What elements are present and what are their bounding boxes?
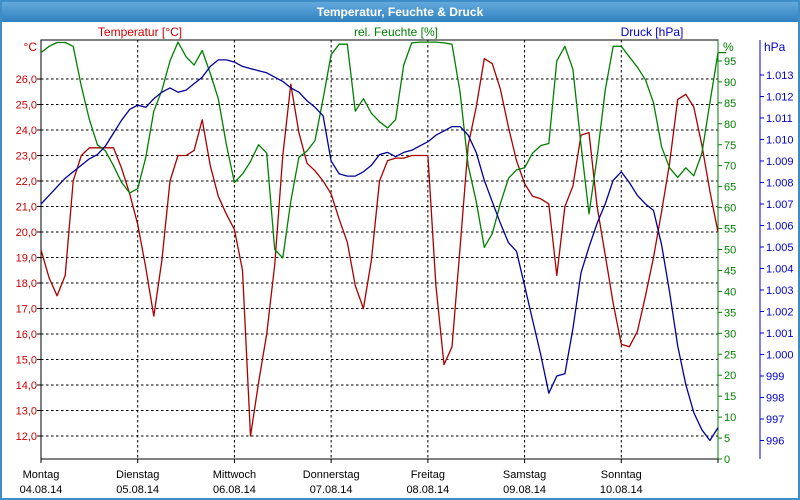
pressure-tick-label: 999: [766, 371, 784, 383]
window-title: Temperatur, Feuchte & Druck: [316, 5, 484, 19]
day-date-label: 10.08.14: [600, 484, 643, 496]
day-name-label: Donnerstag: [303, 469, 360, 481]
day-date-label: 05.08.14: [116, 484, 159, 496]
pressure-tick-label: 1.000: [766, 350, 794, 362]
humidity-tick-label: 55: [724, 224, 736, 236]
humidity-tick-label: 20: [724, 370, 736, 382]
pressure-unit-label: hPa: [764, 40, 786, 54]
humidity-tick-label: 10: [724, 412, 736, 424]
temperature-tick-label: 18,0: [16, 278, 37, 290]
humidity-tick-label: 70: [724, 161, 736, 173]
humidity-tick-label: 5: [724, 433, 730, 445]
humidity-tick-label: 65: [724, 182, 736, 194]
humidity-tick-label: 30: [724, 328, 736, 340]
day-date-label: 08.08.14: [406, 484, 449, 496]
pressure-tick-label: 998: [766, 393, 784, 405]
humidity-axis-title: rel. Feuchte [%]: [354, 25, 438, 39]
day-date-label: 04.08.14: [20, 484, 63, 496]
pressure-tick-label: 1.004: [766, 264, 794, 276]
humidity-tick-label: 85: [724, 98, 736, 110]
pressure-tick-label: 1.007: [766, 199, 794, 211]
day-name-label: Samstag: [503, 469, 546, 481]
temperature-tick-label: 14,0: [16, 380, 37, 392]
temperature-tick-label: 20,0: [16, 227, 37, 239]
pressure-tick-label: 1.011: [766, 113, 793, 125]
temperature-tick-label: 24,0: [16, 125, 37, 137]
pressure-tick-label: 1.003: [766, 285, 794, 297]
temperature-tick-label: 26,0: [16, 74, 37, 86]
day-name-label: Sonntag: [601, 469, 642, 481]
title-bar: Temperatur, Feuchte & Druck: [2, 2, 798, 23]
humidity-tick-label: 40: [724, 286, 736, 298]
humidity-tick-label: 80: [724, 119, 736, 131]
temperature-tick-label: 21,0: [16, 202, 37, 214]
humidity-tick-label: 60: [724, 203, 736, 215]
humidity-tick-label: 75: [724, 140, 736, 152]
pressure-tick-label: 996: [766, 436, 784, 448]
humidity-tick-label: 90: [724, 77, 736, 89]
humidity-tick-label: 15: [724, 391, 736, 403]
day-date-label: 07.08.14: [310, 484, 353, 496]
temperature-tick-label: 17,0: [16, 304, 37, 316]
temperature-axis-title: Temperatur [°C]: [98, 25, 182, 39]
day-name-label: Montag: [23, 469, 60, 481]
pressure-axis-title: Druck [hPa]: [621, 25, 684, 39]
temperature-tick-label: 15,0: [16, 355, 37, 367]
humidity-unit-label: %: [723, 40, 734, 54]
pressure-tick-label: 1.006: [766, 221, 794, 233]
humidity-tick-label: 35: [724, 307, 736, 319]
temperature-tick-label: 23,0: [16, 151, 37, 163]
temperature-tick-label: 13,0: [16, 406, 37, 418]
humidity-tick-label: 25: [724, 349, 736, 361]
temperature-line: [40, 57, 719, 437]
temperature-tick-label: 16,0: [16, 329, 37, 341]
pressure-tick-label: 1.008: [766, 178, 794, 190]
day-date-label: 06.08.14: [213, 484, 256, 496]
day-name-label: Freitag: [411, 469, 445, 481]
temperature-tick-label: 22,0: [16, 176, 37, 188]
humidity-line: [40, 41, 727, 259]
pressure-tick-label: 1.012: [766, 92, 794, 104]
pressure-tick-label: 997: [766, 414, 784, 426]
temperature-unit-label: °C: [24, 40, 38, 54]
pressure-tick-label: 1.013: [766, 70, 794, 82]
day-name-label: Dienstag: [116, 469, 159, 481]
day-date-label: 09.08.14: [503, 484, 546, 496]
humidity-tick-label: 50: [724, 245, 736, 257]
day-name-label: Mittwoch: [213, 469, 256, 481]
temperature-tick-label: 25,0: [16, 100, 37, 112]
humidity-tick-label: 45: [724, 265, 736, 277]
pressure-tick-label: 1.001: [766, 328, 794, 340]
pressure-tick-label: 1.009: [766, 156, 794, 168]
humidity-tick-label: 0: [724, 454, 730, 466]
temperature-tick-label: 12,0: [16, 431, 37, 443]
pressure-line: [40, 59, 719, 442]
temperature-tick-label: 19,0: [16, 253, 37, 265]
pressure-tick-label: 1.010: [766, 135, 794, 147]
pressure-tick-label: 1.002: [766, 307, 794, 319]
plot-area: 26,0 25,0 24,0 23,0 22,0 21,0 20,0 19,0 18,0 17,0…: [16, 39, 794, 496]
humidity-tick-label: 95: [724, 56, 736, 68]
pressure-tick-label: 1.005: [766, 242, 794, 254]
